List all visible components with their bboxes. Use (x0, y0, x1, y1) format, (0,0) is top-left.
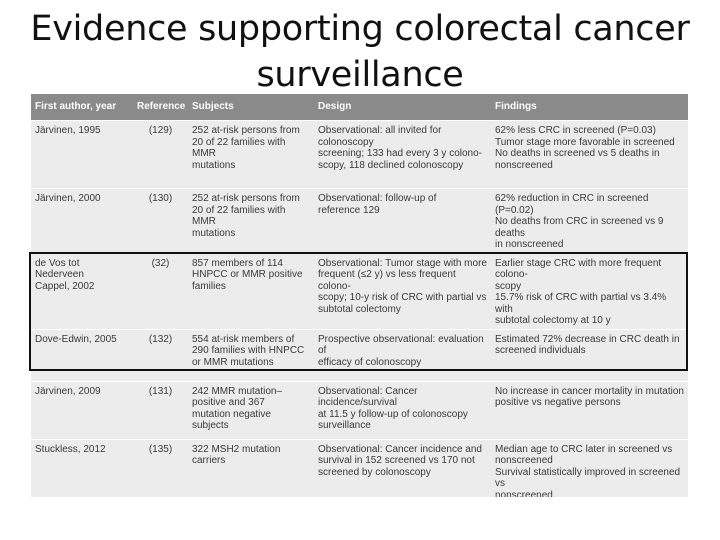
table-row: Järvinen, 2009 (131) 242 MMR mutation– p… (31, 380, 688, 439)
table-row: Järvinen, 1995 (129) 252 at-risk persons… (31, 120, 688, 189)
cell-findings: Estimated 72% decrease in CRC death in s… (491, 328, 688, 381)
cell-design: Observational: Cancer incidence and surv… (314, 438, 491, 497)
evidence-table-grid: First author, year Reference Subjects De… (31, 94, 688, 497)
cell-findings: Median age to CRC later in screened vs n… (491, 438, 688, 497)
cell-author: Järvinen, 2000 (31, 188, 133, 253)
header-findings: Findings (491, 94, 688, 121)
cell-reference: (32) (133, 252, 188, 329)
cell-subjects: 252 at-risk persons from 20 of 22 famili… (188, 120, 314, 189)
header-subjects: Subjects (188, 94, 314, 121)
cell-author: Järvinen, 2009 (31, 380, 133, 439)
cell-design: Observational: Cancer incidence/survival… (314, 380, 491, 439)
header-first-author: First author, year (31, 94, 133, 121)
cell-design: Prospective observational: evaluation of… (314, 328, 491, 381)
slide-title-text: Evidence supporting colorectal cancer su… (30, 9, 690, 95)
table-row: Järvinen, 2000 (130) 252 at-risk persons… (31, 188, 688, 253)
cell-reference: (131) (133, 380, 188, 439)
cell-author: Stuckless, 2012 (31, 438, 133, 497)
evidence-table: First author, year Reference Subjects De… (31, 94, 688, 497)
cell-author: Dove-Edwin, 2005 (31, 328, 133, 381)
table-row: de Vos tot Nederveen Cappel, 2002 (32) 8… (31, 252, 688, 329)
cell-findings: No increase in cancer mortality in mutat… (491, 380, 688, 439)
cell-subjects: 252 at-risk persons from 20 of 22 famili… (188, 188, 314, 253)
slide-title: Evidence supporting colorectal cancer su… (20, 6, 700, 98)
cell-reference: (135) (133, 438, 188, 497)
cell-findings: 62% less CRC in screened (P=0.03) Tumor … (491, 120, 688, 189)
cell-subjects: 322 MSH2 mutation carriers (188, 438, 314, 497)
cell-reference: (132) (133, 328, 188, 381)
cell-findings: Earlier stage CRC with more frequent col… (491, 252, 688, 329)
table-row: Dove-Edwin, 2005 (132) 554 at-risk membe… (31, 328, 688, 381)
cell-reference: (130) (133, 188, 188, 253)
table-row: Stuckless, 2012 (135) 322 MSH2 mutation … (31, 438, 688, 497)
cell-reference: (129) (133, 120, 188, 189)
cell-findings: 62% reduction in CRC in screened (P=0.02… (491, 188, 688, 253)
cell-subjects: 554 at-risk members of 290 families with… (188, 328, 314, 381)
header-design: Design (314, 94, 491, 121)
cell-subjects: 242 MMR mutation– positive and 367 mutat… (188, 380, 314, 439)
cell-design: Observational: follow-up of reference 12… (314, 188, 491, 253)
cell-design: Observational: all invited for colonosco… (314, 120, 491, 189)
cell-author: de Vos tot Nederveen Cappel, 2002 (31, 252, 133, 329)
cell-design: Observational: Tumor stage with more fre… (314, 252, 491, 329)
header-reference: Reference (133, 94, 188, 121)
cell-author: Järvinen, 1995 (31, 120, 133, 189)
table-header-row: First author, year Reference Subjects De… (31, 94, 688, 121)
cell-subjects: 857 members of 114 HNPCC or MMR positive… (188, 252, 314, 329)
